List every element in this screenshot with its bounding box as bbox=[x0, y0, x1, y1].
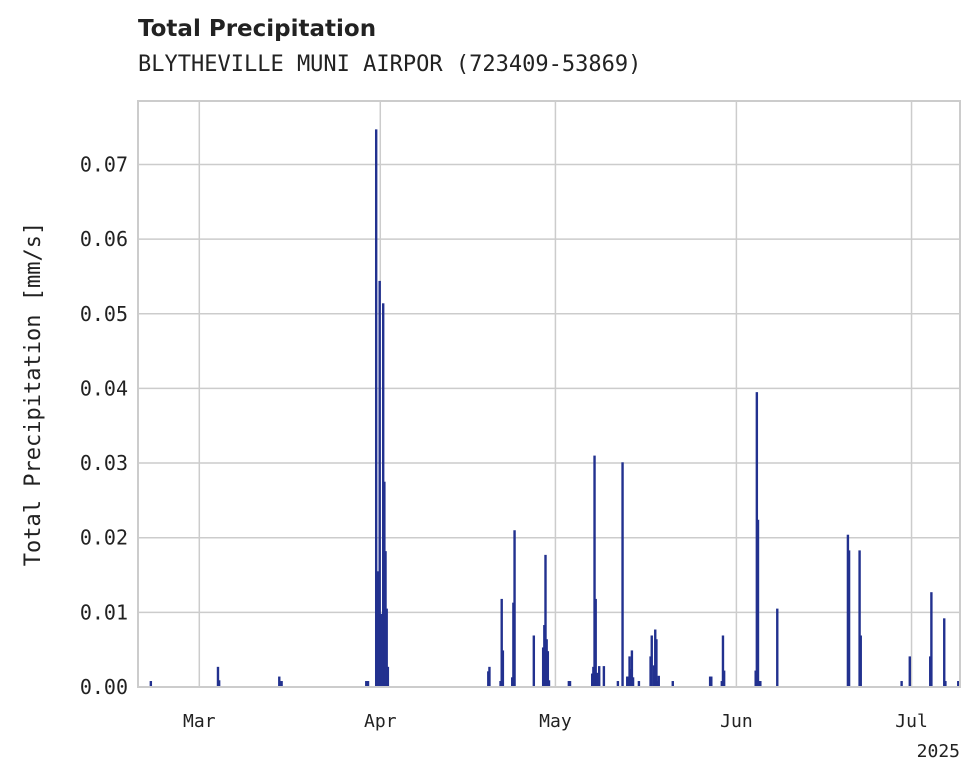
y-axis-ticks: 0.00 0.01 0.02 0.03 0.04 0.05 0.06 0.07 bbox=[80, 152, 128, 699]
precip-bar bbox=[594, 598, 597, 687]
precipitation-bars bbox=[149, 129, 961, 687]
plot-frame bbox=[137, 100, 961, 688]
precip-bar bbox=[776, 608, 779, 687]
precip-bar bbox=[488, 666, 491, 687]
precip-bar bbox=[385, 608, 388, 687]
precip-bar bbox=[616, 681, 620, 687]
precip-bar bbox=[217, 680, 221, 687]
precip-bar bbox=[544, 554, 547, 687]
precip-bar bbox=[547, 680, 551, 687]
precip-bar bbox=[602, 666, 606, 687]
precip-bar bbox=[900, 681, 903, 687]
precip-bar bbox=[278, 676, 281, 687]
precip-bar bbox=[365, 681, 368, 687]
precip-bar bbox=[858, 550, 861, 687]
precip-bar bbox=[650, 635, 653, 687]
chart-title: Total Precipitation bbox=[138, 16, 377, 42]
y-tick-label: 0.00 bbox=[80, 675, 128, 699]
x-tick-label: Jul bbox=[895, 711, 928, 732]
x-tick-label: Mar bbox=[183, 711, 216, 732]
precip-bar bbox=[595, 672, 599, 687]
x-tick-label: Jun bbox=[720, 711, 753, 732]
precip-bar bbox=[908, 656, 911, 687]
precip-bar bbox=[944, 681, 947, 687]
precip-bar bbox=[500, 598, 503, 687]
precip-bar bbox=[759, 681, 762, 687]
precip-bar bbox=[621, 462, 624, 687]
y-axis-label: Total Precipitation [mm/s] bbox=[21, 222, 46, 566]
y-tick-label: 0.05 bbox=[80, 302, 128, 326]
y-tick-label: 0.07 bbox=[80, 152, 128, 176]
precip-bar bbox=[710, 676, 713, 687]
y-tick-label: 0.02 bbox=[80, 526, 128, 550]
precip-bar bbox=[568, 681, 572, 687]
precip-bar bbox=[280, 681, 283, 687]
x-tick-label: Apr bbox=[364, 711, 397, 732]
precip-bar bbox=[378, 280, 381, 687]
precip-bar bbox=[149, 681, 153, 687]
precip-bar bbox=[598, 666, 601, 687]
precip-bar bbox=[366, 681, 370, 687]
precip-bar bbox=[379, 613, 383, 687]
year-label: 2025 bbox=[917, 741, 960, 762]
precip-bar bbox=[671, 681, 674, 687]
precip-bar bbox=[847, 550, 851, 687]
precip-bar bbox=[943, 618, 946, 687]
precip-bar bbox=[657, 675, 660, 687]
precip-bar bbox=[722, 670, 726, 687]
chart-subtitle: BLYTHEVILLE MUNI AIRPOR (723409-53869) bbox=[138, 52, 642, 77]
y-tick-label: 0.01 bbox=[80, 600, 128, 624]
precip-bar bbox=[631, 677, 635, 687]
precip-bar bbox=[216, 666, 220, 687]
precip-bar bbox=[721, 635, 725, 687]
precip-bar bbox=[859, 635, 862, 687]
precip-bar bbox=[930, 592, 933, 687]
precip-bar bbox=[637, 681, 641, 687]
precip-bar bbox=[655, 639, 658, 687]
precip-bar bbox=[630, 650, 634, 687]
precip-bar bbox=[756, 519, 760, 687]
y-tick-label: 0.04 bbox=[80, 376, 128, 400]
precip-bar bbox=[376, 571, 379, 687]
y-tick-label: 0.06 bbox=[80, 227, 128, 251]
grid-lines bbox=[138, 101, 960, 688]
precip-bar bbox=[386, 666, 390, 687]
x-tick-label: May bbox=[539, 711, 572, 732]
precip-bar bbox=[546, 651, 550, 687]
x-axis-ticks: MarAprMayJunJulAug bbox=[183, 711, 928, 732]
precip-bar bbox=[374, 129, 378, 687]
y-tick-label: 0.03 bbox=[80, 451, 128, 475]
precip-bar bbox=[593, 455, 596, 687]
precip-bar bbox=[513, 530, 516, 687]
precip-bar bbox=[501, 650, 505, 687]
precip-bar bbox=[532, 635, 536, 687]
